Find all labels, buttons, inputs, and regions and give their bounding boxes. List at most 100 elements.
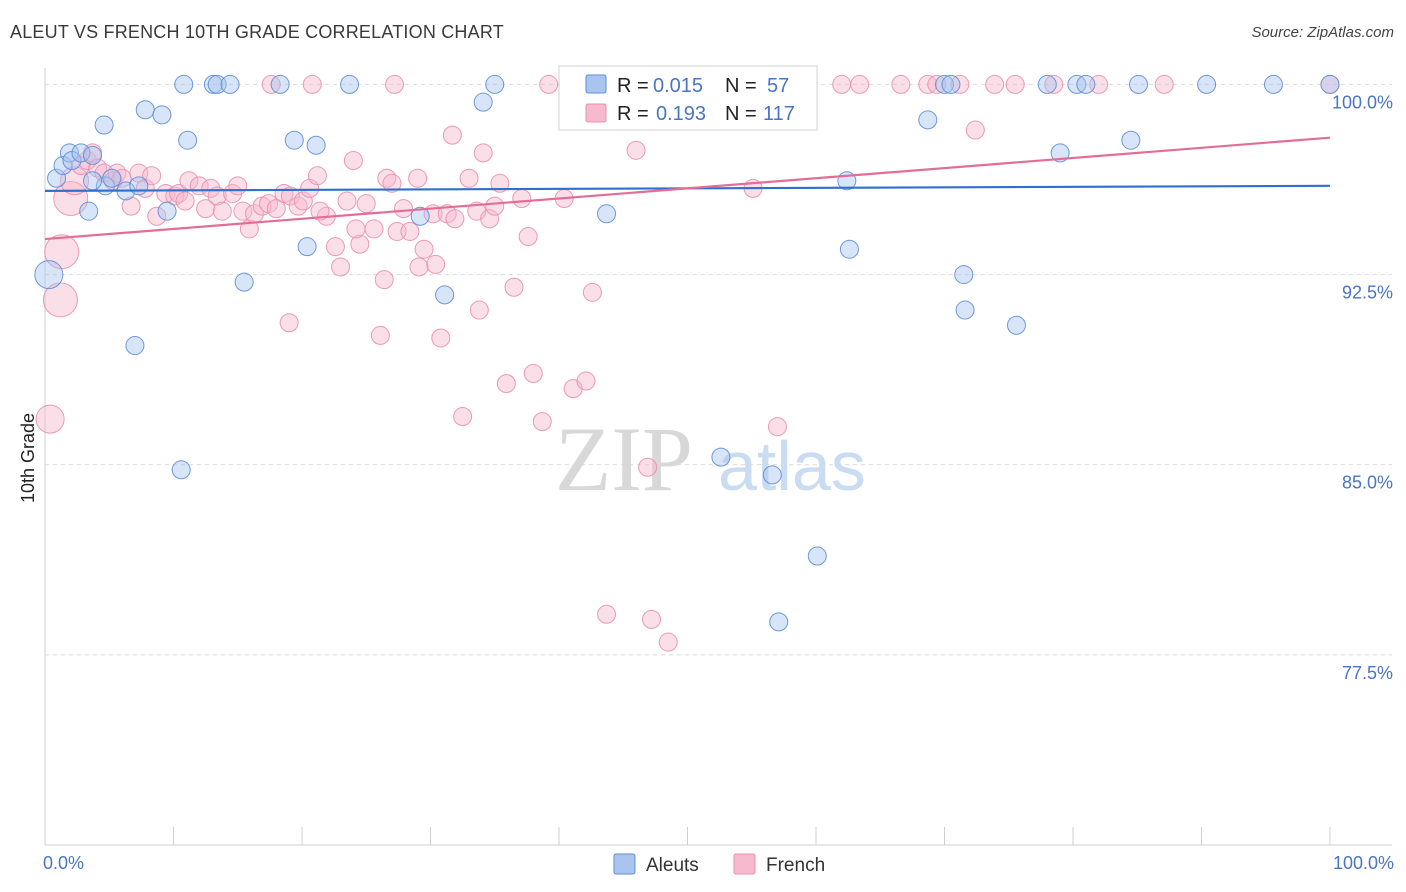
french-point bbox=[337, 191, 357, 211]
aleut-point bbox=[53, 156, 73, 176]
french-point bbox=[374, 270, 394, 290]
french-point bbox=[597, 604, 617, 624]
french-point bbox=[408, 168, 428, 188]
french-point bbox=[175, 191, 195, 211]
french-point bbox=[523, 363, 543, 383]
french-point bbox=[539, 74, 559, 94]
french-point bbox=[426, 254, 446, 274]
french-point bbox=[310, 201, 330, 221]
french-point bbox=[142, 166, 162, 186]
french-point bbox=[431, 328, 451, 348]
french-point bbox=[496, 374, 516, 394]
aleut-point bbox=[1037, 74, 1057, 94]
aleut-point bbox=[125, 336, 145, 356]
aleut-point bbox=[839, 239, 859, 259]
french-point bbox=[350, 234, 370, 254]
aleut-point bbox=[47, 168, 67, 188]
french-point bbox=[512, 189, 532, 209]
french-point bbox=[626, 140, 646, 160]
french-point bbox=[504, 277, 524, 297]
aleut-point bbox=[1263, 74, 1283, 94]
french-point bbox=[469, 300, 489, 320]
french-point bbox=[280, 186, 300, 206]
french-point bbox=[473, 143, 493, 163]
french-point bbox=[279, 313, 299, 333]
stats-n-value-aleuts: 57 bbox=[767, 75, 789, 97]
stats-legend: R = 0.015 N = 57 R = 0.193 N = 117 bbox=[558, 65, 818, 131]
french-point bbox=[343, 150, 363, 170]
aleut-point bbox=[935, 74, 954, 94]
french-point bbox=[518, 227, 538, 247]
x-tick-label: 100.0% bbox=[1333, 853, 1394, 873]
stats-r-value-aleuts: 0.015 bbox=[653, 75, 703, 97]
french-point bbox=[1154, 74, 1174, 94]
watermark-atlas: atlas bbox=[718, 427, 866, 505]
french-point bbox=[346, 219, 366, 239]
french-point bbox=[965, 120, 985, 140]
aleut-point bbox=[297, 237, 317, 257]
aleut-point bbox=[769, 612, 789, 632]
aleut-point bbox=[59, 143, 79, 163]
aleut-point bbox=[171, 460, 191, 480]
french-points bbox=[35, 74, 1340, 652]
source-credit: Source: ZipAtlas.com bbox=[1251, 24, 1394, 41]
french-point bbox=[370, 325, 390, 345]
aleut-point bbox=[1320, 74, 1340, 94]
stats-swatch-french bbox=[585, 103, 607, 123]
aleut-point bbox=[1121, 130, 1141, 150]
aleut-point bbox=[129, 176, 149, 196]
aleut-point bbox=[157, 201, 177, 221]
aleut-point bbox=[597, 204, 617, 224]
french-point bbox=[302, 74, 322, 94]
aleut-point bbox=[83, 171, 103, 191]
french-point bbox=[212, 201, 232, 221]
french-point bbox=[356, 194, 376, 214]
aleut-point bbox=[34, 260, 64, 290]
aleut-point bbox=[83, 145, 103, 165]
y-tick-label: 85.0% bbox=[1342, 473, 1393, 493]
french-point bbox=[88, 158, 108, 178]
aleut-point bbox=[94, 115, 114, 135]
french-point bbox=[228, 176, 248, 196]
stats-r-label-french: R = bbox=[617, 103, 649, 125]
legend-label-aleuts: Aleuts bbox=[646, 855, 699, 876]
french-point bbox=[400, 221, 420, 241]
french-point bbox=[985, 74, 1005, 94]
aleut-point bbox=[220, 74, 240, 94]
aleut-point bbox=[340, 74, 360, 94]
french-point bbox=[850, 74, 870, 94]
french-point bbox=[409, 257, 429, 277]
aleut-point bbox=[473, 92, 493, 112]
french-point bbox=[927, 74, 947, 94]
chart-title: ALEUT VS FRENCH 10TH GRADE CORRELATION C… bbox=[10, 22, 504, 42]
french-point bbox=[239, 219, 259, 239]
french-point bbox=[288, 196, 308, 216]
french-point bbox=[293, 191, 313, 211]
trend-lines bbox=[44, 136, 1331, 241]
aleut-point bbox=[152, 105, 172, 125]
stats-n-label-aleuts: N = bbox=[725, 75, 757, 97]
aleut-point bbox=[807, 546, 827, 566]
y-tick-label: 92.5% bbox=[1342, 283, 1393, 303]
french-point bbox=[207, 186, 227, 206]
aleut-point bbox=[918, 110, 938, 130]
stats-n-value-french: 117 bbox=[763, 103, 795, 125]
aleut-point bbox=[1050, 143, 1070, 163]
aleut-point bbox=[79, 201, 99, 221]
legend-label-french: French bbox=[766, 855, 825, 876]
aleut-point bbox=[435, 285, 455, 305]
stats-r-value-french: 0.193 bbox=[656, 103, 706, 125]
french-point bbox=[642, 609, 662, 629]
french-point bbox=[107, 163, 127, 183]
aleut-point bbox=[955, 300, 975, 320]
aleut-point bbox=[762, 465, 782, 485]
aleut-point bbox=[941, 74, 961, 94]
stats-swatch-aleuts bbox=[585, 74, 607, 94]
french-point bbox=[767, 417, 787, 437]
y-tick-label: 77.5% bbox=[1342, 663, 1393, 683]
aleut-point bbox=[954, 265, 974, 285]
aleut-point bbox=[410, 206, 430, 226]
french-point bbox=[364, 219, 384, 239]
french-point bbox=[445, 209, 465, 229]
y-tick-label: 100.0% bbox=[1332, 92, 1393, 112]
